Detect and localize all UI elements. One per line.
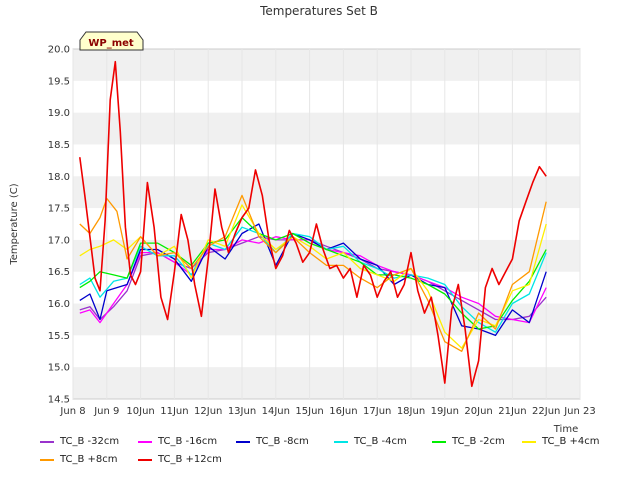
legend-label: TC_B +4cm (542, 436, 600, 447)
wp-met-badge: WP_met (79, 31, 144, 51)
badge-text: WP_met (88, 38, 134, 49)
legend-label: TC_B -2cm (452, 436, 505, 447)
legend-swatch (138, 458, 152, 461)
legend-swatch (522, 440, 536, 443)
plot-frame (72, 48, 581, 400)
legend-item: TC_B -4cm (334, 436, 407, 447)
y-tick-label: 15.5 (48, 331, 70, 342)
legend-label: TC_B +8cm (60, 454, 118, 465)
plot-band (73, 112, 580, 145)
plot-band (73, 49, 580, 81)
y-tick-label: 18.5 (48, 140, 70, 151)
x-tick-label: 17Jun (363, 406, 391, 417)
y-tick-label: 16.5 (48, 267, 70, 278)
series-line (79, 236, 547, 324)
legend-swatch (236, 440, 250, 443)
x-tick-label: 18Jun (397, 406, 425, 417)
y-tick-label: 16.0 (48, 299, 70, 310)
plot-band (73, 367, 580, 399)
legend-label: TC_B +12cm (158, 454, 222, 465)
x-tick-label: 21Jun (498, 406, 526, 417)
legend-item: TC_B -32cm (40, 436, 119, 447)
legend-item: TC_B -8cm (236, 436, 309, 447)
x-tick-label: Jun 8 (59, 406, 85, 417)
legend-label: TC_B -8cm (256, 436, 309, 447)
axis-ticks: Jun 8 Jun 9 10Jun 11Jun 12Jun 13Jun 14Jun 15Jun… (48, 45, 596, 418)
legend-label: TC_B -4cm (354, 436, 407, 447)
x-tick-label: 15Jun (295, 406, 323, 417)
legend-swatch (138, 440, 152, 443)
x-tick-label: Jun 23 (563, 406, 596, 417)
y-tick-label: 14.5 (48, 395, 70, 406)
x-tick-label: 13Jun (228, 406, 256, 417)
plot-band (73, 176, 580, 209)
plot-background-bands (73, 49, 580, 399)
x-tick-label: 10Jun (126, 406, 154, 417)
x-axis-label: Time (553, 424, 578, 435)
series-line (79, 226, 547, 333)
legend-item: TC_B -2cm (432, 436, 505, 447)
series-lines (79, 60, 547, 388)
legend-swatch (40, 440, 54, 443)
y-tick-label: 19.5 (48, 76, 70, 87)
y-tick-label: 18.0 (48, 172, 70, 183)
legend-label: TC_B -32cm (60, 436, 120, 447)
legend-item: TC_B +8cm (40, 454, 118, 465)
plot-band (73, 239, 580, 272)
x-tick-label: Jun 9 (93, 406, 119, 417)
x-tick-label: 19Jun (431, 406, 459, 417)
legend-swatch (432, 440, 446, 443)
y-tick-label: 20.0 (48, 45, 70, 56)
legend-label: TC_B -16cm (158, 436, 218, 447)
x-gridlines (72, 49, 581, 399)
y-tick-label: 15.0 (48, 363, 70, 374)
legend-swatch (40, 458, 54, 461)
legend-item: TC_B +4cm (522, 436, 600, 447)
chart-legend: TC_B -32cm TC_B -16cm TC_B -8cm TC_B -4cm TC… (40, 436, 630, 476)
x-tick-label: 11Jun (160, 406, 188, 417)
chart-title: Temperatures Set B (259, 4, 378, 18)
x-tick-label: 22Jun (532, 406, 560, 417)
y-axis-label: Temperature (C) (9, 183, 20, 265)
legend-item: TC_B -16cm (138, 436, 217, 447)
y-tick-label: 19.0 (48, 108, 70, 119)
x-tick-label: 14Jun (262, 406, 290, 417)
legend-item: TC_B +12cm (138, 454, 222, 465)
x-tick-label: 20Jun (464, 406, 492, 417)
x-tick-label: 16Jun (329, 406, 357, 417)
legend-swatch (334, 440, 348, 443)
x-tick-label: 12Jun (194, 406, 222, 417)
y-tick-label: 17.0 (48, 235, 70, 246)
series-line (79, 60, 547, 388)
series-line (79, 216, 547, 330)
y-tick-label: 17.5 (48, 204, 70, 215)
